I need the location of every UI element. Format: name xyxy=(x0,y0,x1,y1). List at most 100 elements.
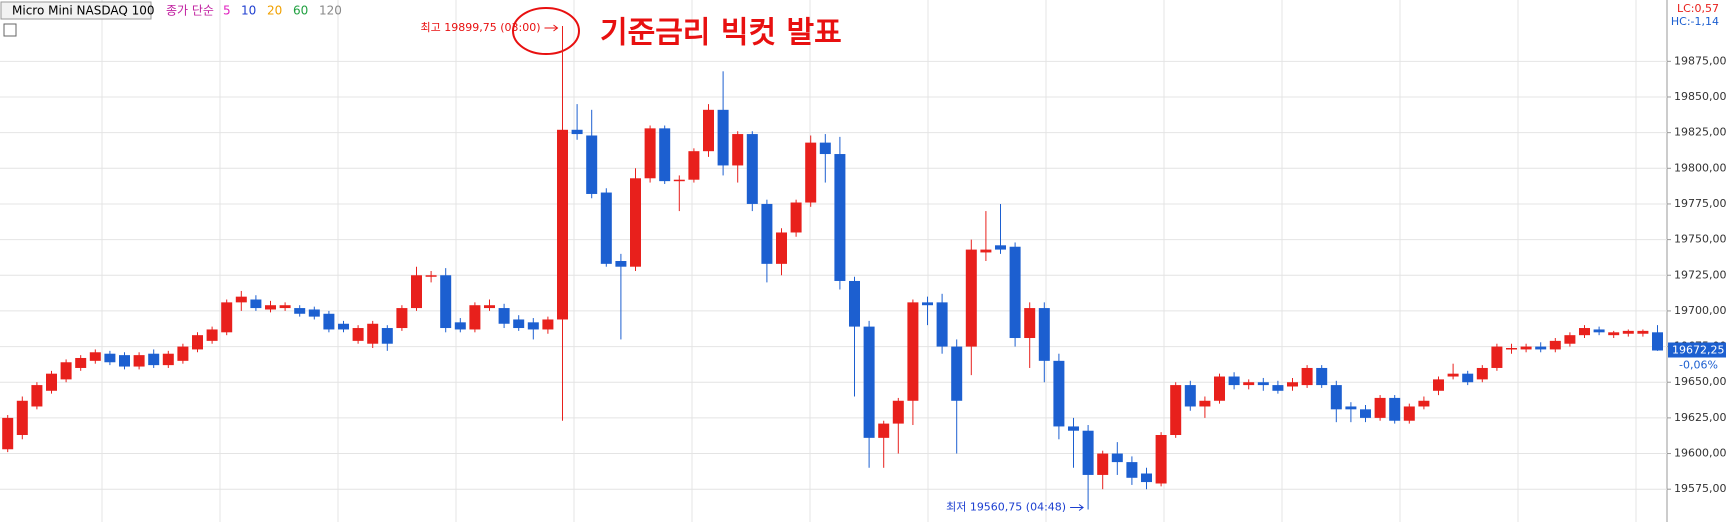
candle-body xyxy=(235,296,247,303)
candle-body xyxy=(206,329,218,341)
candle-body xyxy=(46,373,57,391)
candle-body xyxy=(1024,308,1036,339)
y-tick-label: 19875,00 xyxy=(1674,54,1726,67)
candle-body xyxy=(294,308,306,314)
candle-body xyxy=(600,192,612,264)
candle-body xyxy=(746,134,758,204)
candle-body xyxy=(834,154,846,281)
symbol-box[interactable] xyxy=(0,1,152,20)
candle-body xyxy=(1272,385,1284,391)
legend-entry: 5 xyxy=(223,4,231,18)
candle-body xyxy=(790,202,802,233)
candle-body xyxy=(2,417,14,450)
candle-body xyxy=(892,400,904,424)
legend-entry: 120 xyxy=(319,4,342,18)
last-price-box xyxy=(1668,342,1726,358)
candle-body xyxy=(162,353,174,366)
candle-body xyxy=(119,355,130,367)
candle-body xyxy=(1199,400,1211,407)
candle-body xyxy=(1141,473,1152,483)
panel-icon[interactable] xyxy=(3,23,17,37)
candle-body xyxy=(1214,376,1225,401)
candle-body xyxy=(1330,385,1342,410)
candle-body xyxy=(805,142,817,203)
candle-body xyxy=(31,385,43,407)
candle-body xyxy=(1287,382,1298,387)
y-tick-label: 19800,00 xyxy=(1674,161,1726,174)
candle-body xyxy=(659,128,671,182)
legend-entry: 20 xyxy=(267,4,282,18)
candle-body xyxy=(1184,385,1196,407)
candle-body xyxy=(907,302,919,401)
candle-body xyxy=(644,128,656,179)
candle-body xyxy=(177,346,189,361)
candle-body xyxy=(1126,462,1138,478)
candle-body xyxy=(352,328,364,341)
candle-body xyxy=(542,319,554,330)
candle-body xyxy=(454,322,466,330)
candle-body xyxy=(557,129,568,320)
last-price-label: 19672,25 xyxy=(1672,343,1725,356)
y-tick-label: 19600,00 xyxy=(1674,447,1726,460)
legend-entry: 10 xyxy=(241,4,256,18)
headline: 기준금리 빅컷 발표 xyxy=(600,16,842,51)
candle-body xyxy=(995,245,1006,250)
candle-body xyxy=(1301,367,1313,386)
candle-body xyxy=(1506,348,1517,350)
low-arrow xyxy=(1070,504,1084,511)
y-tick-label: 19825,00 xyxy=(1674,126,1726,139)
candle-body xyxy=(133,355,145,367)
candle-body xyxy=(1360,409,1371,418)
candle-body xyxy=(1535,346,1547,350)
candle-body xyxy=(1389,397,1401,421)
candle-body xyxy=(513,319,525,329)
candle-body xyxy=(148,353,160,366)
candle-body xyxy=(16,400,28,435)
legend: 5 10 20 60 120 xyxy=(223,4,342,18)
candle-body xyxy=(1476,367,1488,380)
y-tick-label: 19625,00 xyxy=(1674,411,1726,424)
candle-body xyxy=(1637,330,1649,334)
indicator-label: 종가 단순 xyxy=(166,4,214,18)
candle-body xyxy=(1579,328,1590,336)
change-label: -0,06% xyxy=(1679,358,1718,371)
candle-body xyxy=(776,232,787,264)
y-tick-label: 19650,00 xyxy=(1674,375,1726,388)
candle-body xyxy=(1257,382,1269,386)
legend-entry: 60 xyxy=(293,4,308,18)
candle-body xyxy=(1608,332,1620,336)
candle-body xyxy=(1549,340,1561,350)
candle-body xyxy=(484,305,495,309)
candle-body xyxy=(673,179,685,182)
candle-body xyxy=(1228,376,1240,386)
candle-body xyxy=(951,346,963,401)
candle-body xyxy=(1652,332,1663,351)
candle-body xyxy=(1418,400,1430,407)
candle-body xyxy=(192,335,203,350)
candle-body xyxy=(75,357,87,368)
candle-body xyxy=(265,305,276,310)
y-tick-label: 19775,00 xyxy=(1674,197,1726,210)
candle-body xyxy=(381,328,393,344)
candle-body xyxy=(89,352,101,361)
candle-body xyxy=(732,134,744,166)
candle-body xyxy=(571,129,583,135)
highlight-ellipse xyxy=(512,7,580,55)
candle-body xyxy=(586,135,598,194)
candle-body xyxy=(1447,373,1459,377)
candle-body xyxy=(104,353,116,363)
candle-body xyxy=(980,249,992,253)
candle-body xyxy=(250,299,262,309)
candle-body xyxy=(1593,329,1605,333)
candle-body xyxy=(761,203,773,264)
candle-body xyxy=(1564,335,1576,344)
candle-body xyxy=(630,178,641,267)
candle-body xyxy=(308,309,320,317)
candle-body xyxy=(440,275,452,329)
y-tick-label: 19700,00 xyxy=(1674,304,1726,317)
candle-body xyxy=(1345,406,1357,410)
candle-body xyxy=(615,261,627,267)
